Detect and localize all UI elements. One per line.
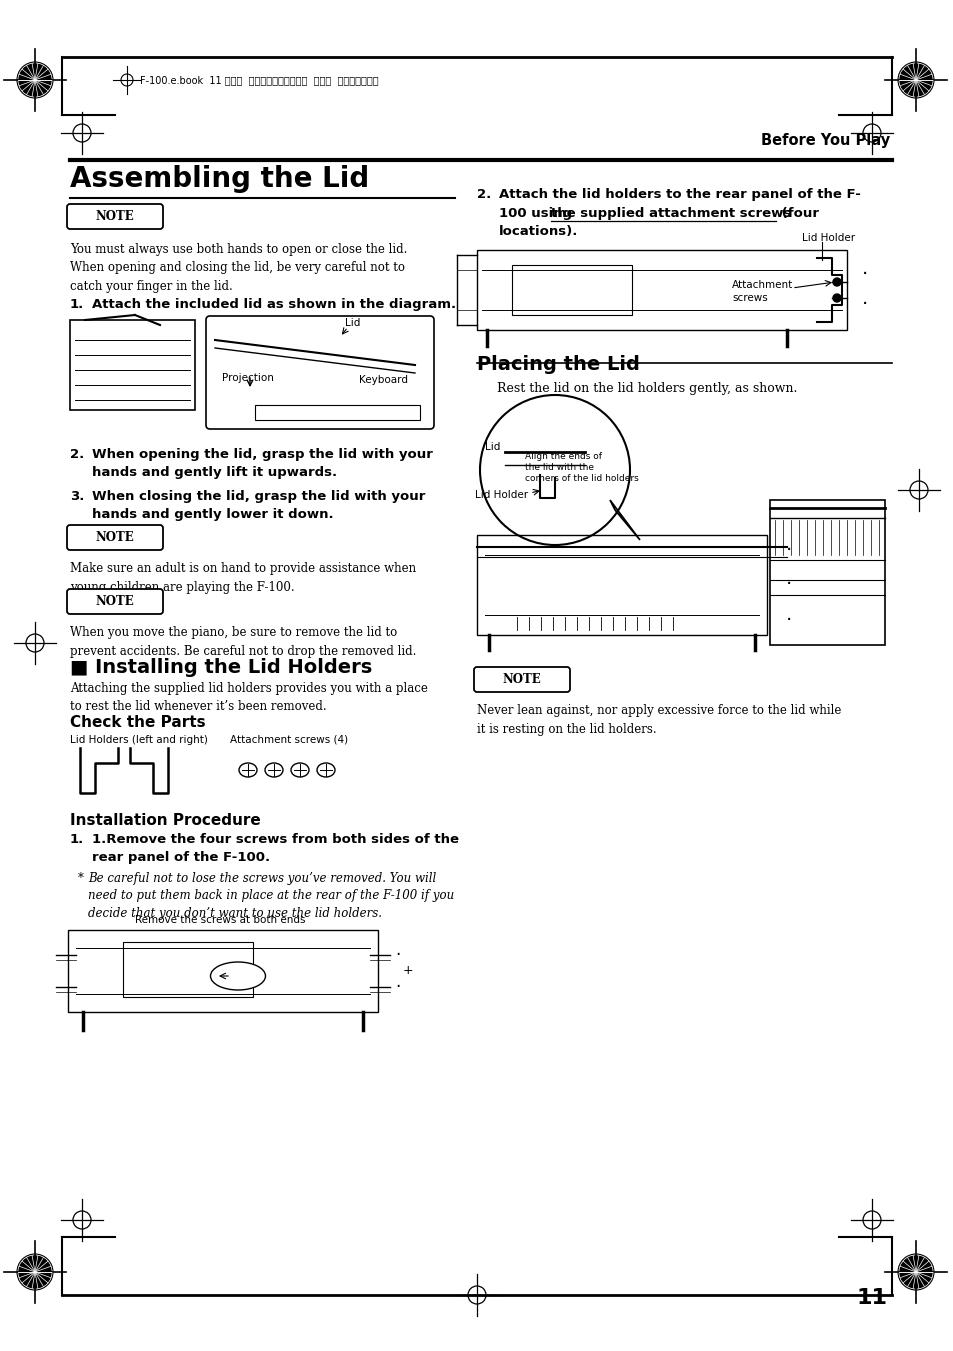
FancyBboxPatch shape: [474, 667, 569, 692]
Bar: [254, 405, 419, 420]
Circle shape: [899, 1256, 931, 1288]
Circle shape: [19, 63, 51, 96]
Text: Installation Procedure: Installation Procedure: [70, 813, 260, 828]
Circle shape: [832, 278, 841, 286]
Bar: [476, 535, 766, 635]
Text: Projection: Projection: [222, 373, 274, 382]
Text: Attach the lid holders to the rear panel of the F-: Attach the lid holders to the rear panel…: [498, 188, 860, 201]
Text: Make sure an adult is on hand to provide assistance when
young children are play: Make sure an adult is on hand to provide…: [70, 562, 416, 593]
Text: F-100.e.book  11 ページ  ２００３年８月２９日  金曜日  午前９時４８分: F-100.e.book 11 ページ ２００３年８月２９日 金曜日 午前９時４…: [140, 76, 378, 85]
Circle shape: [899, 63, 931, 96]
Text: When closing the lid, grasp the lid with your
hands and gently lower it down.: When closing the lid, grasp the lid with…: [91, 490, 425, 521]
Ellipse shape: [211, 962, 265, 990]
Text: ■ Installing the Lid Holders: ■ Installing the Lid Holders: [70, 658, 372, 677]
Bar: [123, 942, 253, 997]
Text: 1.: 1.: [70, 834, 84, 846]
Text: screws: screws: [731, 293, 767, 303]
Text: Lid Holder: Lid Holder: [475, 490, 528, 500]
Text: ·: ·: [861, 266, 867, 285]
Text: Attachment: Attachment: [731, 280, 792, 290]
Text: the supplied attachment screws: the supplied attachment screws: [551, 207, 790, 220]
Text: Placing the Lid: Placing the Lid: [476, 355, 639, 374]
Text: ·: ·: [785, 540, 791, 559]
FancyBboxPatch shape: [67, 526, 163, 550]
Text: 2.: 2.: [70, 449, 84, 461]
Polygon shape: [609, 500, 639, 540]
Circle shape: [19, 1256, 51, 1288]
Text: Never lean against, nor apply excessive force to the lid while
it is resting on : Never lean against, nor apply excessive …: [476, 704, 841, 735]
Text: Before You Play: Before You Play: [760, 132, 889, 149]
Text: Assembling the Lid: Assembling the Lid: [70, 165, 369, 193]
Text: +: +: [402, 965, 413, 978]
FancyBboxPatch shape: [206, 316, 434, 430]
Text: NOTE: NOTE: [95, 209, 134, 223]
Text: NOTE: NOTE: [95, 531, 134, 544]
Text: *: *: [78, 871, 84, 885]
Bar: [476, 250, 846, 330]
Text: ·: ·: [861, 296, 867, 315]
Text: Align the ends of
the lid with the
corners of the lid holders: Align the ends of the lid with the corne…: [524, 453, 639, 484]
Text: 100 using: 100 using: [498, 207, 577, 220]
Text: Rest the lid on the lid holders gently, as shown.: Rest the lid on the lid holders gently, …: [497, 382, 797, 394]
FancyBboxPatch shape: [67, 589, 163, 613]
Text: When opening the lid, grasp the lid with your
hands and gently lift it upwards.: When opening the lid, grasp the lid with…: [91, 449, 433, 480]
Text: Attaching the supplied lid holders provides you with a place
to rest the lid whe: Attaching the supplied lid holders provi…: [70, 682, 428, 713]
Text: rear panel of the F-100.: rear panel of the F-100.: [91, 851, 270, 865]
Text: NOTE: NOTE: [502, 673, 540, 686]
Text: Lid Holders (left and right): Lid Holders (left and right): [70, 735, 208, 744]
Text: 2.: 2.: [476, 188, 491, 201]
FancyBboxPatch shape: [67, 204, 163, 230]
Text: Be careful not to lose the screws you’ve removed. You will
need to put them back: Be careful not to lose the screws you’ve…: [88, 871, 454, 920]
Text: 11: 11: [856, 1288, 887, 1308]
Text: NOTE: NOTE: [95, 594, 134, 608]
Text: Attachment screws (4): Attachment screws (4): [230, 735, 348, 744]
Text: locations).: locations).: [498, 226, 578, 238]
Bar: [68, 929, 377, 1012]
Text: Lid: Lid: [345, 317, 360, 328]
Text: ·: ·: [785, 576, 791, 594]
Circle shape: [832, 295, 841, 303]
Text: You must always use both hands to open or close the lid.
When opening and closin: You must always use both hands to open o…: [70, 243, 407, 293]
Text: When you move the piano, be sure to remove the lid to
prevent accidents. Be care: When you move the piano, be sure to remo…: [70, 626, 416, 658]
Text: Attach the included lid as shown in the diagram.: Attach the included lid as shown in the …: [91, 299, 456, 311]
Text: Check the Parts: Check the Parts: [70, 715, 206, 730]
Bar: [769, 500, 884, 644]
Text: Lid: Lid: [484, 442, 500, 453]
Text: (four: (four: [776, 207, 818, 220]
Text: 1.Remove the four screws from both sides of the: 1.Remove the four screws from both sides…: [91, 834, 458, 846]
Text: 1.: 1.: [70, 299, 84, 311]
Text: Lid Holder: Lid Holder: [801, 232, 854, 243]
Text: ·: ·: [395, 946, 400, 965]
Bar: [512, 265, 631, 315]
Text: ·: ·: [395, 978, 400, 996]
Text: Keyboard: Keyboard: [358, 376, 408, 385]
Text: Remove the screws at both ends: Remove the screws at both ends: [134, 915, 305, 925]
Text: ·: ·: [785, 611, 791, 630]
Text: 3.: 3.: [70, 490, 84, 503]
